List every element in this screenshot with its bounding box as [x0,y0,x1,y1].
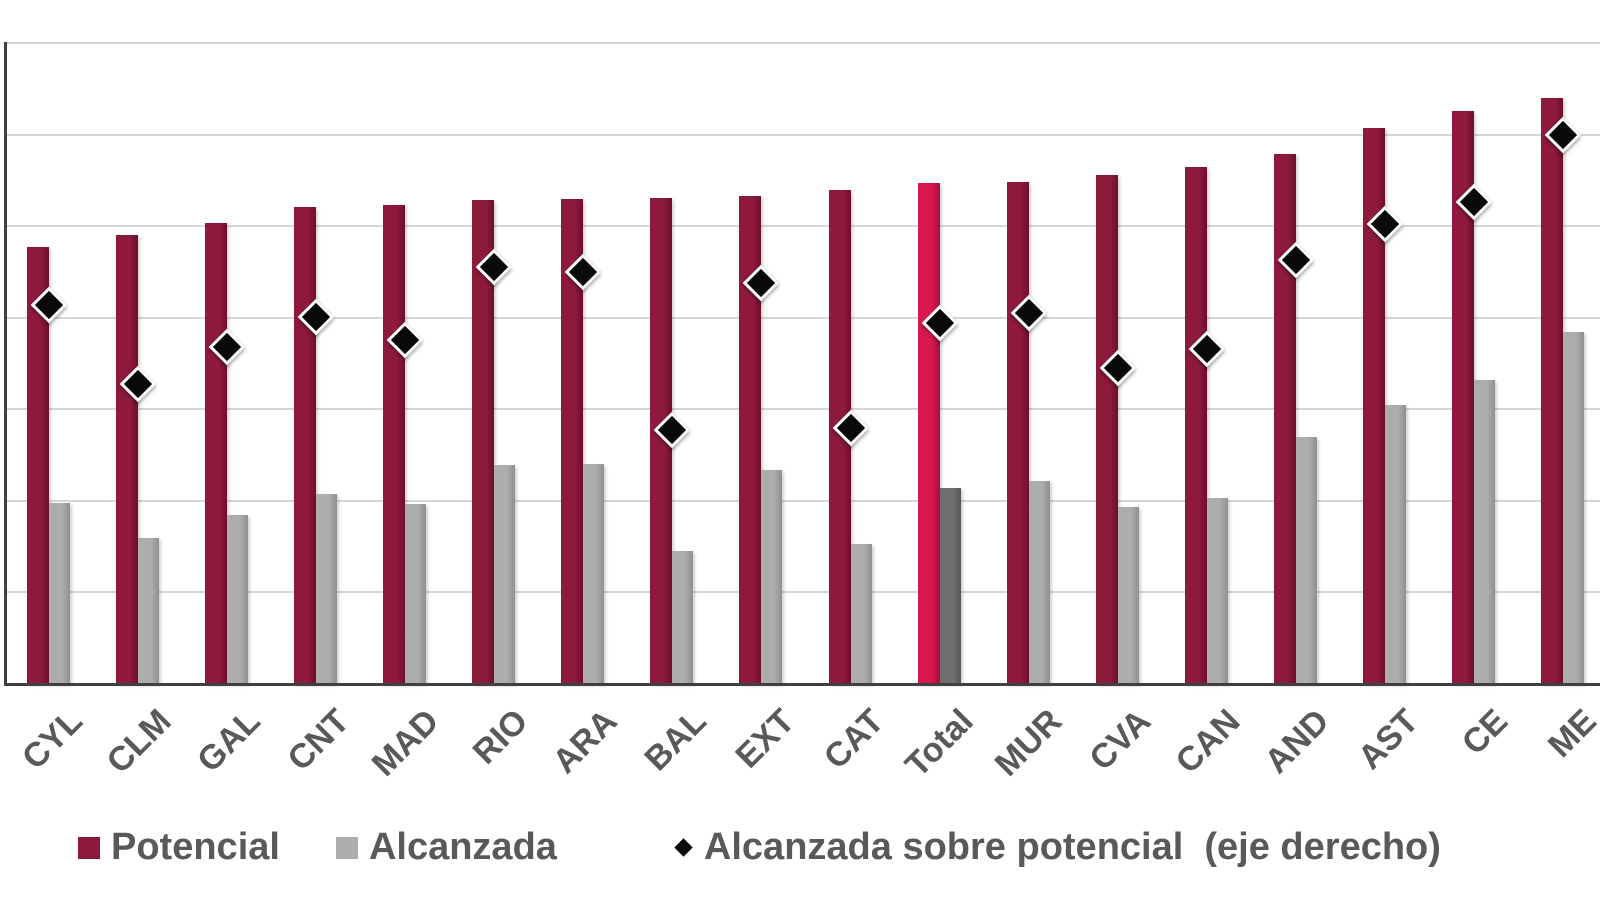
alcanzada-bar-CAT [850,543,872,684]
alcanzada-bar-ME [1563,332,1585,684]
potencial-bar-CAT [828,190,851,684]
alcanzada-bar-CAN [1206,498,1228,684]
alcanzada-bar-CE [1473,379,1495,684]
x-axis-label-CVA: CVA [1082,702,1159,778]
gridline-10 [5,591,1600,594]
legend-label-ratio: Alcanzada sobre potencial (eje derecho) [703,826,1441,868]
plot-area [5,42,1600,684]
legend: Potencial Alcanzada Alcanzada sobre pote… [78,826,1441,869]
alcanzada-bar-BAL [672,551,694,684]
alcanzada-bar-Total [939,488,961,684]
x-axis-label-BAL: BAL [637,702,714,779]
potencial-bar-GAL [205,223,228,684]
x-axis-label-EXT: EXT [728,702,803,776]
potencial-bar-ARA [561,198,584,684]
alcanzada-bar-RIO [494,465,516,684]
x-axis-label-MUR: MUR [987,702,1070,784]
potencial-bar-Total [917,183,940,684]
alcanzada-bar-CVA [1117,507,1139,684]
potencial-bar-MUR [1006,182,1029,684]
legend-item-ratio: Alcanzada sobre potencial (eje derecho) [674,826,1441,869]
potencial-bar-BAL [650,197,673,684]
x-axis-label-MAD: MAD [364,702,447,784]
potencial-bar-CVA [1095,174,1118,684]
alcanzada-bar-CNT [316,494,338,684]
gridline-60 [5,133,1600,136]
alcanzada-bar-AND [1295,436,1317,684]
potencial-bar-ME [1541,97,1564,684]
x-axis-label-ARA: ARA [545,702,625,781]
x-axis-line [4,683,1600,686]
gridline-40 [5,316,1600,319]
x-axis-label-RIO: RIO [465,702,536,772]
alcanzada-bar-GAL [227,514,249,684]
diamond-marker-icon [674,838,693,857]
potencial-bar-CE [1451,110,1474,684]
potencial-bar-EXT [739,195,762,684]
alcanzada-swatch-icon [335,836,358,859]
x-axis-label-CLM: CLM [99,702,179,781]
x-axis-label-CYL: CYL [14,702,90,777]
alcanzada-bar-AST [1384,404,1406,684]
x-axis-label-CNT: CNT [280,702,358,779]
y-axis-line [4,42,7,685]
x-axis-label-Total: Total [897,702,981,785]
potencial-bar-AND [1273,153,1296,684]
potencial-bar-CLM [116,235,139,684]
alcanzada-bar-CLM [138,538,160,684]
gridline-20 [5,499,1600,502]
alcanzada-bar-ARA [583,464,605,684]
alcanzada-bar-CYL [49,502,70,684]
gridline-70 [5,42,1600,44]
alcanzada-bar-MUR [1028,480,1050,684]
x-axis-label-CAT: CAT [816,702,892,777]
gridline-50 [5,225,1600,228]
x-axis-label-CE: CE [1454,702,1515,763]
x-axis-label-AST: AST [1350,702,1426,777]
legend-item-potencial: Potencial [78,826,280,869]
legend-item-alcanzada: Alcanzada [335,826,557,869]
potencial-bar-AST [1362,128,1385,684]
x-axis-label-ME: ME [1540,702,1600,765]
potencial-bar-CNT [294,206,317,684]
x-axis-label-AND: AND [1257,702,1337,781]
x-axis-label-GAL: GAL [190,702,268,780]
legend-label-alcanzada: Alcanzada [368,826,557,868]
potencial-bar-CYL [27,247,49,684]
alcanzada-bar-EXT [761,469,783,684]
potencial-swatch-icon [78,836,100,859]
potencial-bar-MAD [383,205,406,684]
gridline-30 [5,408,1600,411]
legend-label-potencial: Potencial [111,826,280,868]
potencial-bar-CAN [1184,166,1207,684]
x-axis-label-CAN: CAN [1168,702,1248,781]
alcanzada-bar-MAD [405,503,427,684]
potencial-bar-RIO [472,199,495,684]
